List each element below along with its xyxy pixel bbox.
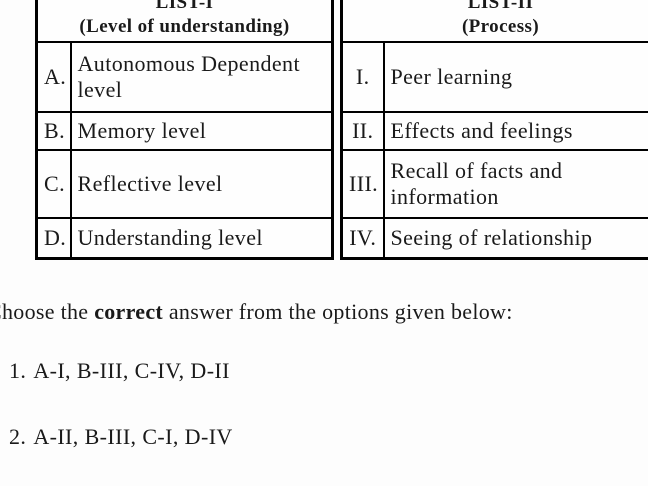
list2-value-iv: Seeing of relationship — [382, 217, 648, 259]
list1-table: LIST-I (Level of understanding) A. Auton… — [35, 0, 335, 260]
list1-header-cell: LIST-I (Level of understanding) — [35, 0, 334, 43]
table-row: D. Understanding level — [35, 217, 334, 259]
list2-header-cell: LIST-II (Process) — [340, 0, 648, 43]
list1-title: LIST-I — [155, 0, 214, 13]
list2-value-iii: Recall of facts and information — [382, 149, 648, 219]
list2-key-iv: IV. — [340, 217, 385, 259]
table-row: C. Reflective level — [35, 149, 334, 219]
question-prefix: Choose the — [0, 299, 89, 324]
table-row: A. Autonomous Dependent level — [35, 41, 334, 113]
list1-value-c: Reflective level — [69, 149, 334, 219]
answer-option-1: 1. A-I, B-III, C-IV, D-II — [9, 356, 230, 386]
option-2-text: A-II, B-III, C-I, D-IV — [33, 424, 233, 449]
list1-key-d: D. — [35, 217, 72, 259]
list2-value-ii: Effects and feelings — [382, 111, 648, 151]
list2-table: LIST-II (Process) I. Peer learning II. E… — [340, 0, 648, 260]
list1-value-b: Memory level — [69, 111, 334, 151]
table-row: I. Peer learning — [340, 41, 648, 113]
answer-option-2: 2. A-II, B-III, C-I, D-IV — [9, 422, 233, 452]
question-suffix: answer from the options given below: — [163, 299, 513, 324]
table-row: IV. Seeing of relationship — [340, 217, 648, 259]
list2-key-i: I. — [340, 41, 385, 113]
table-row: B. Memory level — [35, 111, 334, 151]
list2-title: LIST-II — [467, 0, 534, 13]
table-row: III. Recall of facts and information — [340, 149, 648, 219]
list2-value-i: Peer learning — [382, 41, 648, 113]
list1-key-a: A. — [35, 41, 72, 113]
option-2-number: 2. — [9, 424, 27, 449]
list1-key-b: B. — [35, 111, 72, 151]
list2-key-ii: II. — [340, 111, 385, 151]
list2-key-iii: III. — [340, 149, 385, 219]
option-1-number: 1. — [9, 358, 27, 383]
list2-subtitle: (Process) — [461, 16, 540, 37]
list1-value-d: Understanding level — [69, 217, 334, 259]
question-instruction: Choose the correct answer from the optio… — [0, 298, 513, 326]
list1-header-row: LIST-I (Level of understanding) — [35, 0, 334, 43]
option-1-text: A-I, B-III, C-IV, D-II — [33, 358, 230, 383]
table-row: II. Effects and feelings — [340, 111, 648, 151]
list1-key-c: C. — [35, 149, 72, 219]
list2-header-row: LIST-II (Process) — [340, 0, 648, 43]
list1-value-a: Autonomous Dependent level — [69, 41, 334, 113]
list1-subtitle: (Level of understanding) — [79, 16, 290, 37]
question-emphasis: correct — [94, 299, 164, 324]
